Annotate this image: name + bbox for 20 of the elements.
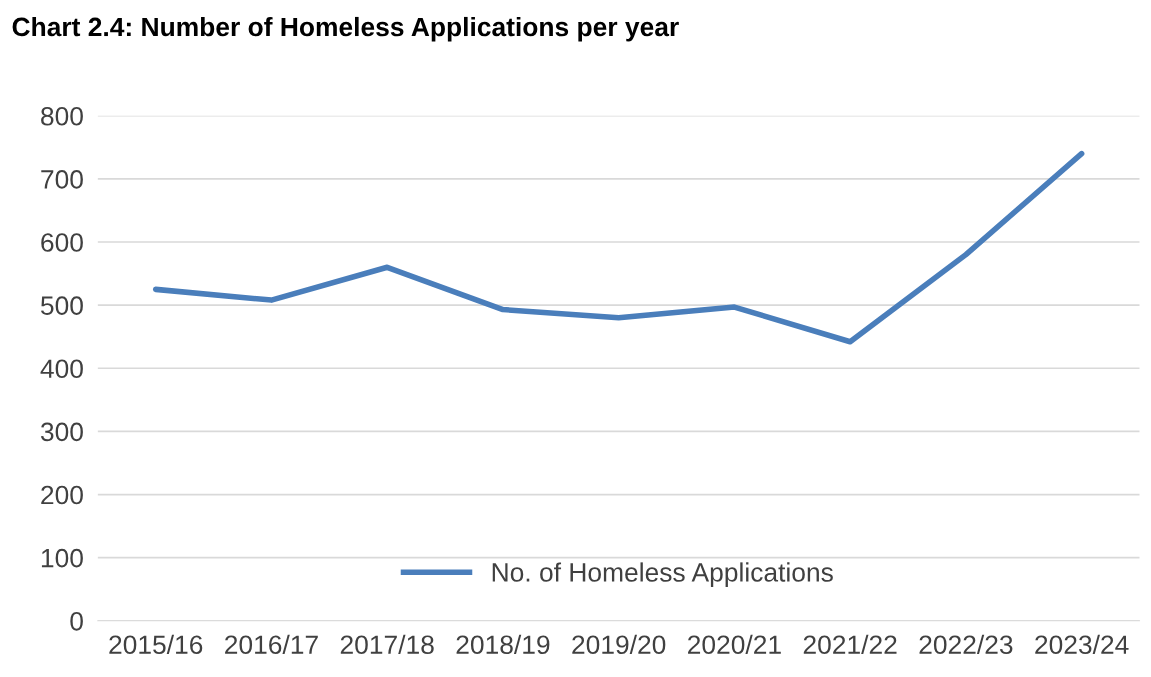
y-tick-label: 500 <box>40 296 83 315</box>
y-tick-label: 300 <box>40 422 83 442</box>
x-tick-label: 2019/20 <box>572 634 666 655</box>
x-tick-label: 2022/23 <box>919 634 1013 655</box>
y-tick-label: 100 <box>41 548 83 568</box>
x-tick-label: 2018/19 <box>456 634 550 655</box>
x-tick-label: 2020/21 <box>688 634 781 655</box>
y-tick-label: 800 <box>41 106 83 126</box>
chart-title: Chart 2.4: Number of Homeless Applications per year <box>12 16 679 42</box>
x-tick-label: 2016/17 <box>225 634 318 655</box>
x-tick-label: 2017/18 <box>340 634 434 655</box>
y-tick-label: 400 <box>40 359 83 379</box>
legend-label: No. of Homeless Applications <box>492 562 833 587</box>
y-tick-label: 700 <box>41 170 83 189</box>
x-tick-label: 2021/22 <box>803 634 897 655</box>
x-tick-label: 2023/24 <box>1035 634 1129 655</box>
x-tick-label: 2015/16 <box>109 634 203 655</box>
y-tick-label: 600 <box>41 233 83 252</box>
y-tick-label: 0 <box>70 611 83 631</box>
y-tick-label: 200 <box>41 485 83 505</box>
